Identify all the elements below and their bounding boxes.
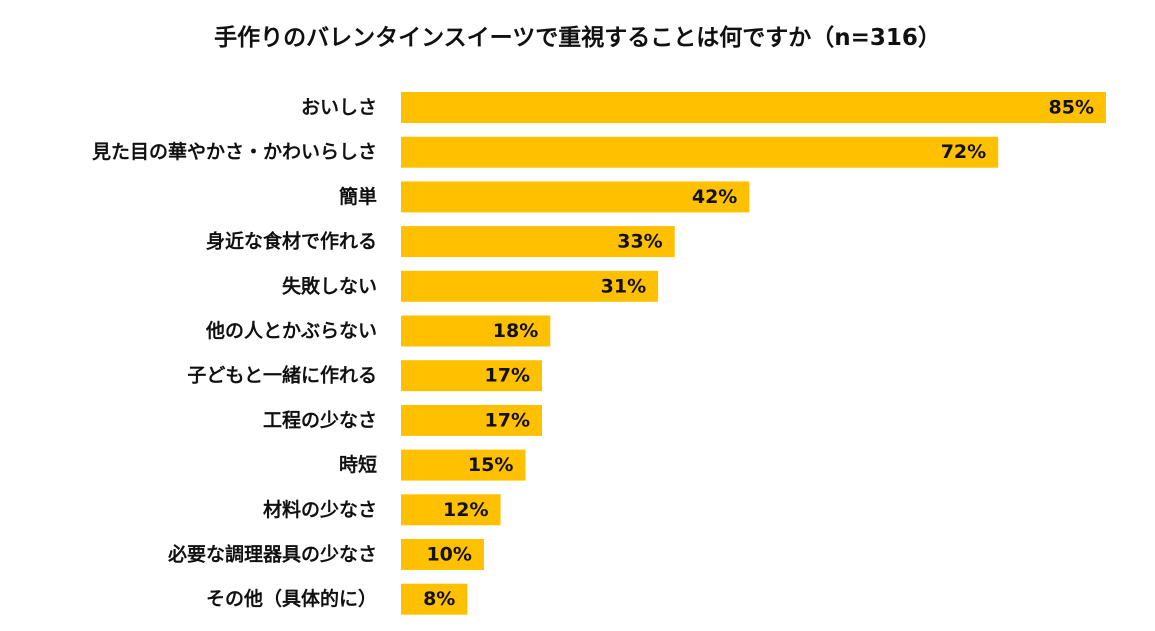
bar-10 — [401, 494, 501, 526]
value-label-1: 85% — [1049, 97, 1094, 119]
value-label-6: 18% — [493, 320, 538, 342]
bar-5 — [401, 270, 659, 302]
category-label-12: その他（具体的に） — [206, 587, 377, 610]
category-label-7: 子どもと一緒に作れる — [187, 364, 377, 387]
bar-7 — [401, 360, 542, 392]
value-label-3: 42% — [692, 186, 737, 208]
bar-4 — [401, 226, 675, 258]
category-label-6: 他の人とかぶらない — [205, 319, 377, 342]
chart-title: 手作りのバレンタインスイーツで重視することは何ですか（n=316） — [214, 25, 941, 51]
bars-layer: おいしさ 85% 見た目の華やかさ・かわいらしさ 72% 簡単 42% 身近な食材で作れる 3… — [92, 92, 1106, 615]
category-label-1: おいしさ — [301, 97, 377, 119]
value-label-5: 31% — [601, 275, 646, 297]
category-label-8: 工程の少なさ — [263, 409, 377, 431]
value-label-10: 12% — [443, 499, 488, 521]
bar-2 — [401, 136, 999, 168]
category-label-9: 時短 — [339, 453, 377, 476]
category-label-4: 身近な食材で作れる — [206, 230, 377, 253]
category-label-11: 必要な調理器具の少なさ — [167, 543, 377, 566]
category-label-2: 見た目の華やかさ・かわいらしさ — [92, 140, 377, 163]
bar-9 — [401, 449, 526, 481]
category-label-3: 簡単 — [339, 185, 377, 208]
bar-12 — [401, 583, 468, 615]
value-label-12: 8% — [423, 588, 455, 610]
bar-1 — [401, 92, 1106, 123]
bar-8 — [401, 404, 542, 436]
category-label-10: 材料の少なさ — [263, 498, 377, 521]
bar-3 — [401, 181, 750, 213]
category-label-5: 失敗しない — [282, 274, 377, 297]
bar-6 — [401, 315, 551, 347]
value-label-9: 15% — [468, 454, 513, 476]
value-label-2: 72% — [941, 141, 986, 163]
bar-11 — [401, 539, 484, 570]
value-label-4: 33% — [617, 231, 662, 253]
value-label-11: 10% — [426, 544, 471, 566]
value-label-8: 17% — [485, 409, 530, 431]
value-label-7: 17% — [485, 365, 530, 387]
